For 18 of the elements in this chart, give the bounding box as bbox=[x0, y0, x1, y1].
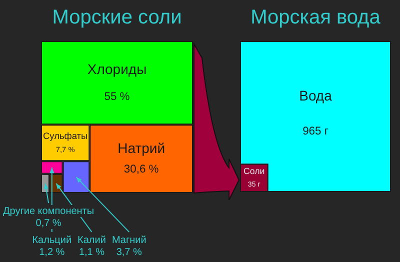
category-label: Кальций bbox=[32, 234, 72, 246]
data-label: 0,7 % bbox=[36, 218, 62, 229]
category-label: Магний bbox=[112, 234, 146, 246]
data-label: 30,6 % bbox=[124, 163, 159, 176]
data-label: 965 г bbox=[302, 126, 328, 138]
category-label: Другие компоненты bbox=[2, 206, 94, 217]
text: Морские соли bbox=[52, 6, 182, 29]
category-label: Вода bbox=[299, 88, 332, 104]
data-label: 1,1 % bbox=[78, 246, 105, 258]
category-label: Хлориды bbox=[87, 61, 147, 78]
data-label: 3,7 % bbox=[116, 246, 142, 258]
data-label: 1,2 % bbox=[39, 246, 65, 258]
category-label: Соли bbox=[244, 166, 265, 176]
category-label: Сульфаты bbox=[43, 130, 88, 141]
data-label: 55 % bbox=[104, 91, 130, 104]
category-label: Калий bbox=[78, 234, 106, 246]
text: Морская вода bbox=[250, 6, 382, 29]
category-label: Натрий bbox=[118, 140, 166, 156]
